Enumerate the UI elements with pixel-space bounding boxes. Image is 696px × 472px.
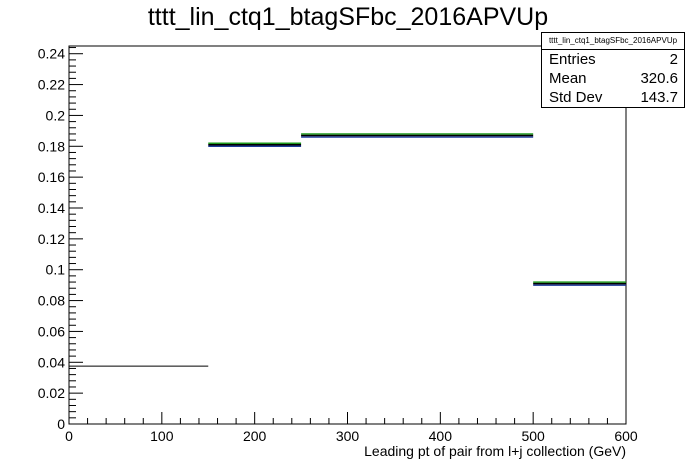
y-tick-label: 0.18	[38, 138, 65, 154]
stats-row-stddev: Std Dev 143.7	[542, 88, 684, 107]
y-tick-label: 0.14	[38, 200, 65, 216]
y-tick-label: 0.06	[38, 323, 65, 339]
x-tick-label: 600	[614, 428, 638, 444]
stats-row-mean: Mean 320.6	[542, 69, 684, 88]
y-tick-label: 0.16	[38, 169, 65, 185]
x-tick-label: 0	[65, 428, 73, 444]
y-tick-label: 0.04	[38, 354, 65, 370]
y-tick-label: 0.1	[46, 262, 66, 278]
x-tick-label: 500	[521, 428, 545, 444]
stats-value: 2	[669, 51, 678, 68]
stats-label: Std Dev	[549, 89, 603, 106]
x-axis-label: Leading pt of pair from l+j collection (…	[364, 443, 626, 459]
stats-row-entries: Entries 2	[542, 50, 684, 69]
stats-value: 320.6	[640, 70, 678, 87]
stats-label: Mean	[549, 70, 587, 87]
y-tick-label: 0.02	[38, 385, 65, 401]
stats-box-name: tttt_lin_ctq1_btagSFbc_2016APVUp	[542, 33, 684, 50]
chart-title: tttt_lin_ctq1_btagSFbc_2016APVUp	[147, 3, 549, 31]
x-tick-label: 300	[336, 428, 360, 444]
y-tick-label: 0.24	[38, 46, 65, 62]
stats-value: 143.7	[640, 89, 678, 106]
y-tick-label: 0	[57, 416, 65, 432]
x-tick-label: 400	[429, 428, 453, 444]
x-tick-label: 200	[243, 428, 267, 444]
y-tick-label: 0.22	[38, 77, 65, 93]
stats-box: tttt_lin_ctq1_btagSFbc_2016APVUp Entries…	[541, 32, 685, 108]
y-tick-label: 0.2	[46, 107, 66, 123]
stats-label: Entries	[549, 51, 596, 68]
y-tick-label: 0.08	[38, 293, 65, 309]
y-tick-label: 0.12	[38, 231, 65, 247]
x-tick-label: 100	[150, 428, 174, 444]
